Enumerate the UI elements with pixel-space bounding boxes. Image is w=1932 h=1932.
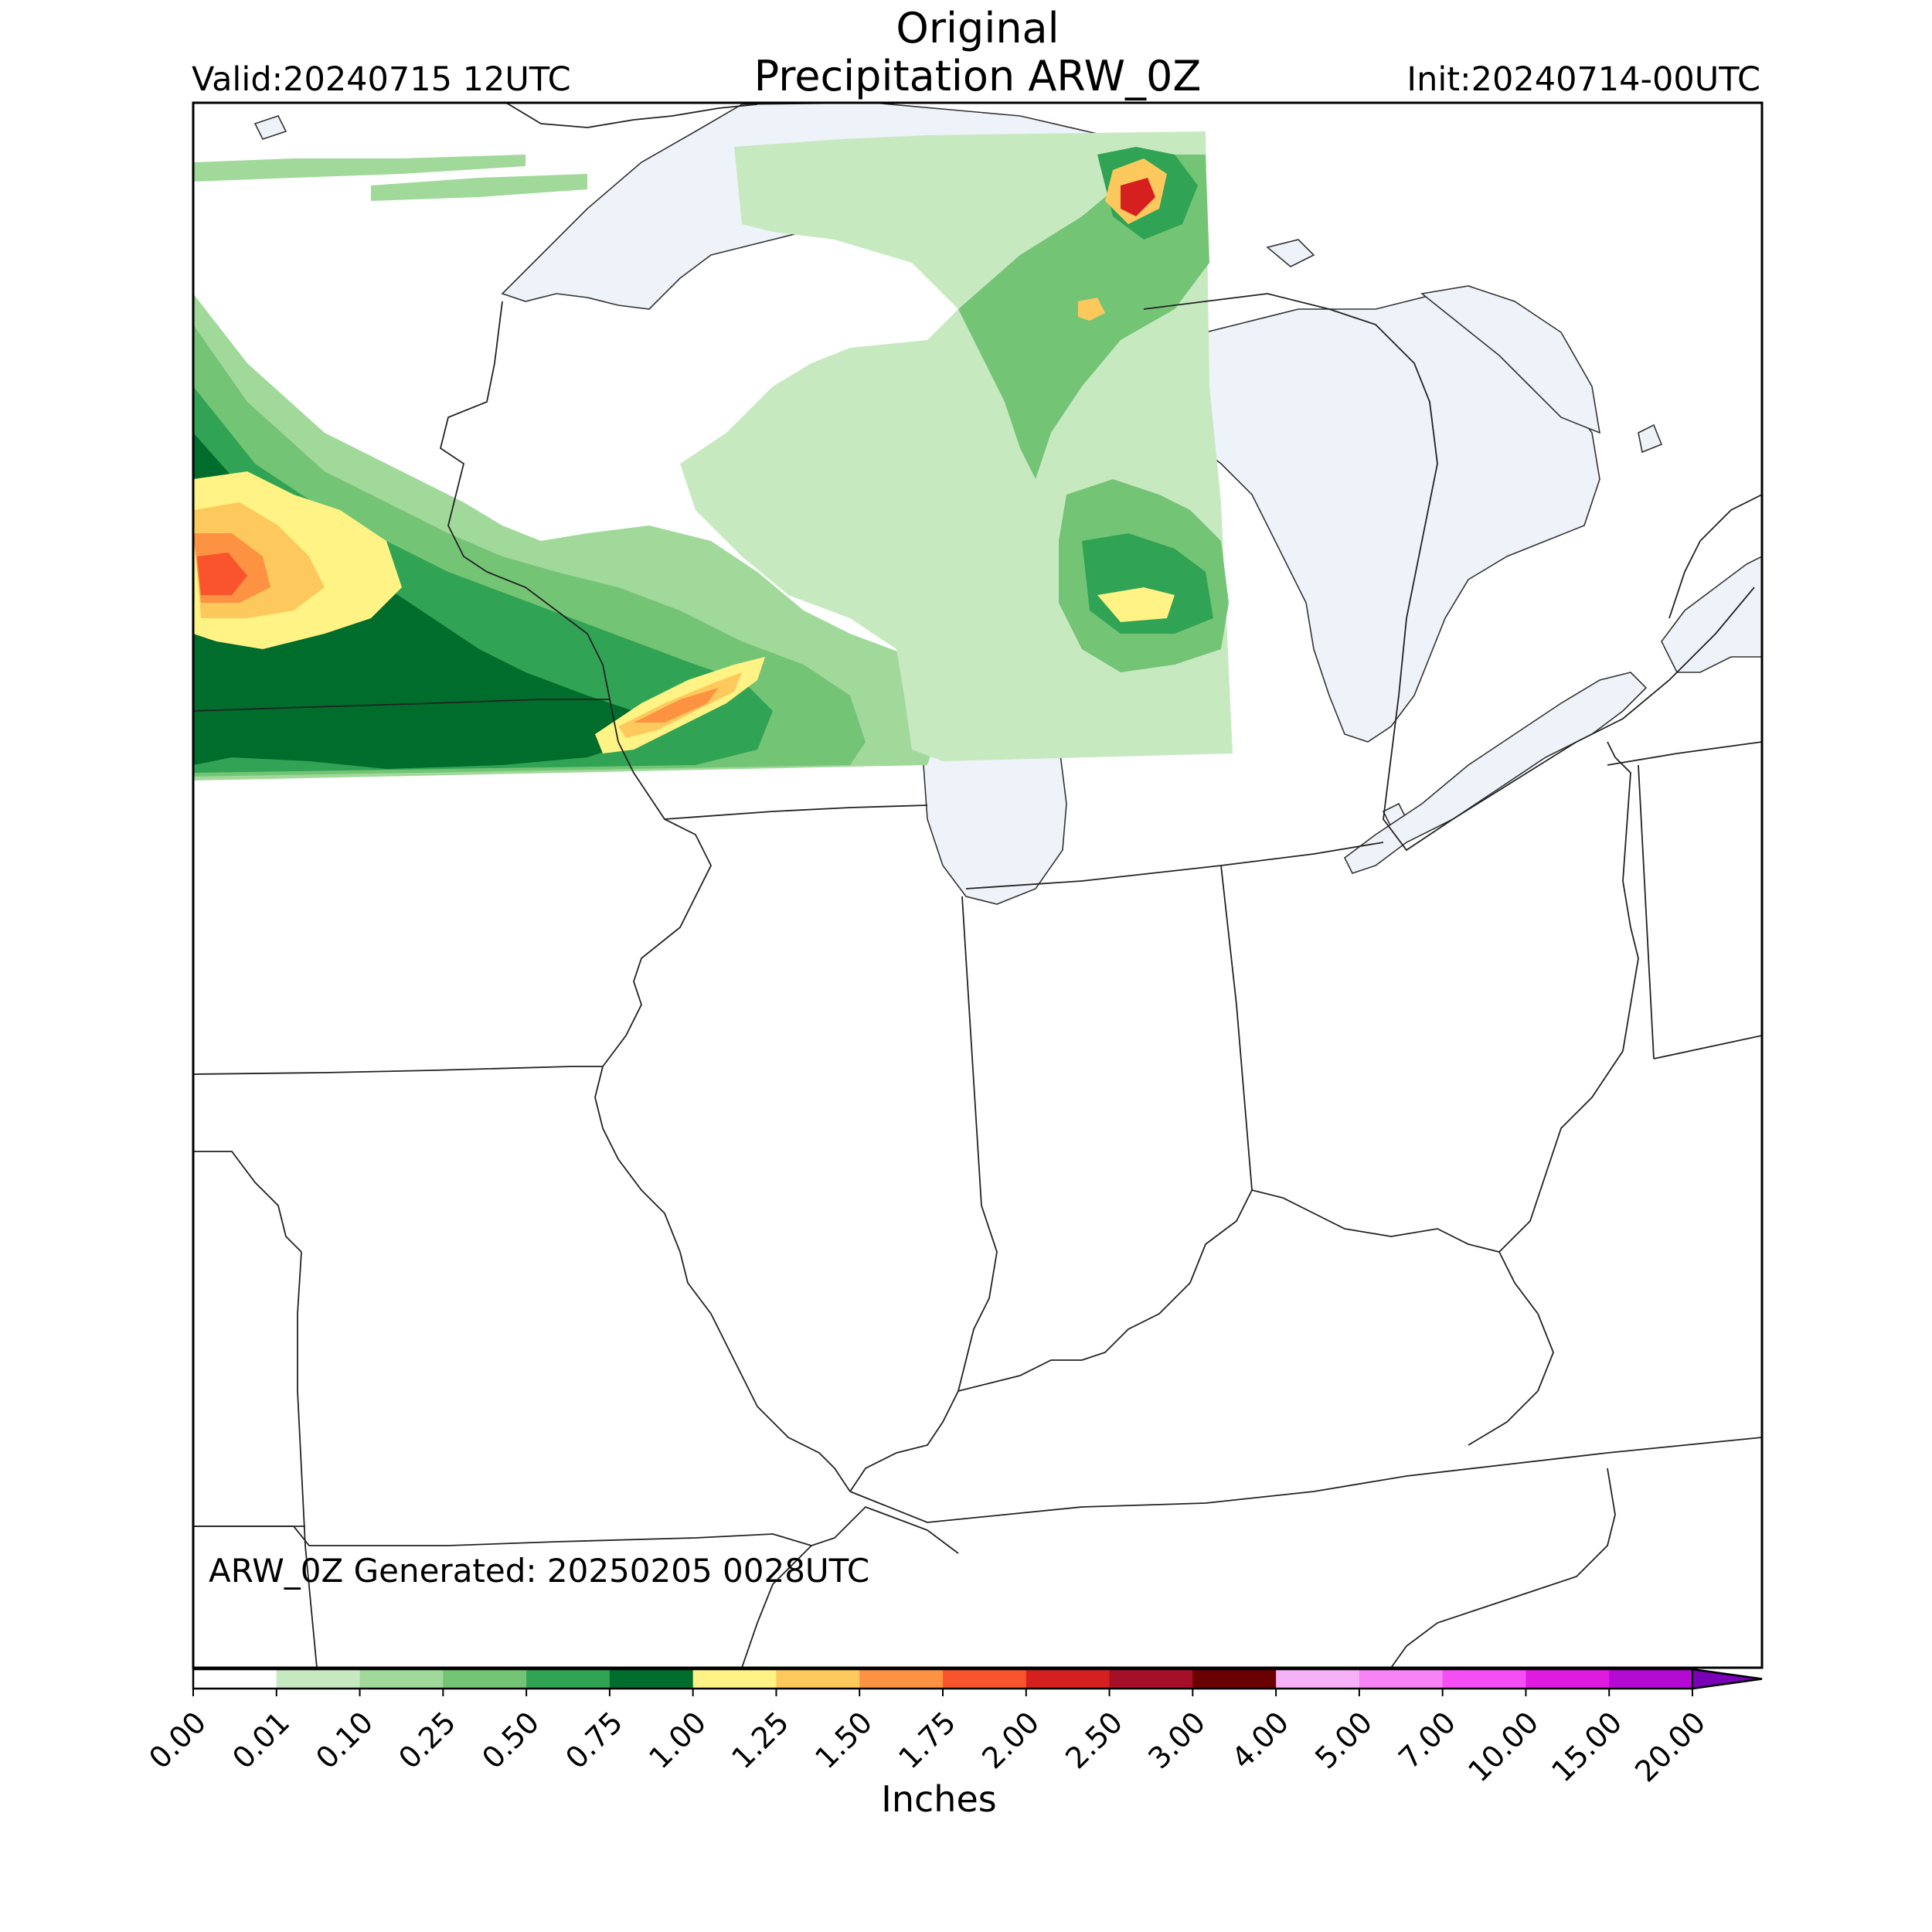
border-il-ky	[849, 1390, 959, 1492]
precip-nw-band2	[371, 174, 587, 201]
border-oh-ky	[1251, 1189, 1500, 1253]
border-pa-ny	[1607, 741, 1762, 766]
border-ky-tn	[849, 1437, 1762, 1523]
border-va-nc	[1390, 1468, 1616, 1668]
colorbar-segment	[1359, 1669, 1444, 1689]
border-il-in	[957, 896, 998, 1392]
precip-nw-band	[193, 155, 526, 182]
colorbar	[192, 1668, 1763, 1696]
colorbar-segment	[692, 1669, 777, 1689]
colorbar-segment	[1109, 1669, 1193, 1689]
colorbar-segment	[943, 1669, 1027, 1689]
border-ia-mn	[193, 699, 611, 712]
colorbar-segment	[526, 1669, 611, 1689]
border-ia-mo	[193, 1066, 603, 1075]
border-il-mo	[594, 1066, 851, 1492]
border-in-mi	[965, 865, 1222, 889]
map-title-line2: Precipitation ARW_0Z	[753, 52, 1202, 100]
border-ia-il	[602, 702, 713, 1067]
lake-simcoe	[1638, 423, 1663, 454]
generated-annotation: ARW_0Z Generated: 20250205 0028UTC	[209, 1552, 870, 1590]
lake-nipigon	[1266, 239, 1315, 267]
precip-west-darkest	[193, 433, 634, 769]
border-tn-south	[741, 1505, 959, 1668]
border-oh-wv	[1498, 880, 1639, 1253]
border-in-oh	[1220, 865, 1253, 1191]
border-ky-wv	[1468, 1251, 1554, 1446]
init-time-label: Init:20240714-00UTC	[1406, 60, 1760, 99]
colorbar-segment	[1192, 1669, 1277, 1689]
boundaries-layer	[193, 103, 1762, 1668]
border-pa-md	[1653, 1035, 1762, 1060]
colorbar-segment	[776, 1669, 860, 1689]
colorbar-segment	[1442, 1669, 1526, 1689]
border-wi-il	[664, 804, 928, 820]
precip-mi-north-red	[1121, 178, 1155, 216]
border-mn-wi	[439, 301, 611, 704]
lake-erie	[1343, 672, 1648, 874]
colorbar-segment	[1276, 1669, 1360, 1689]
border-pa-east	[1638, 764, 1655, 1060]
colorbar-label: Inches	[881, 1778, 997, 1820]
colorbar-segment	[609, 1669, 694, 1689]
lake-ontario	[1661, 556, 1762, 673]
colorbar-segment	[359, 1669, 444, 1689]
colorbar-segment	[193, 1669, 277, 1689]
colorbar-extend-arrow	[1692, 1668, 1763, 1690]
precip-mi-east-yellow	[1097, 587, 1175, 622]
colorbar-segment	[1026, 1669, 1111, 1689]
precip-west-core	[197, 553, 247, 595]
border-ne-ks	[193, 1151, 302, 1253]
colorbar-segment	[1609, 1669, 1693, 1689]
colorbar-outline	[192, 1668, 1763, 1690]
colorbar-segment	[1526, 1669, 1610, 1689]
border-canada-east	[1668, 494, 1762, 619]
lake-of-the-woods	[253, 115, 287, 140]
map-frame	[192, 101, 1764, 1669]
colorbar-segment	[443, 1669, 527, 1689]
precip-mi-cell	[1078, 298, 1105, 321]
border-in-ky	[957, 1189, 1253, 1392]
border-us-canada-east	[1143, 293, 1755, 852]
colorbar-segment	[276, 1669, 361, 1689]
border-oh-pa	[1607, 741, 1631, 882]
precipitation-field	[193, 131, 1233, 781]
border-mo-ks	[297, 1251, 318, 1668]
georgian-bay	[1420, 285, 1601, 434]
precip-band-red	[634, 688, 719, 723]
border-us-canada	[505, 103, 758, 128]
colorbar-segment	[859, 1669, 944, 1689]
map-title-line1: Original	[896, 4, 1060, 53]
border-mo-ar	[193, 1526, 812, 1546]
border-mi-oh	[1220, 842, 1384, 866]
valid-time-label: Valid:20240715 12UTC	[192, 60, 571, 99]
